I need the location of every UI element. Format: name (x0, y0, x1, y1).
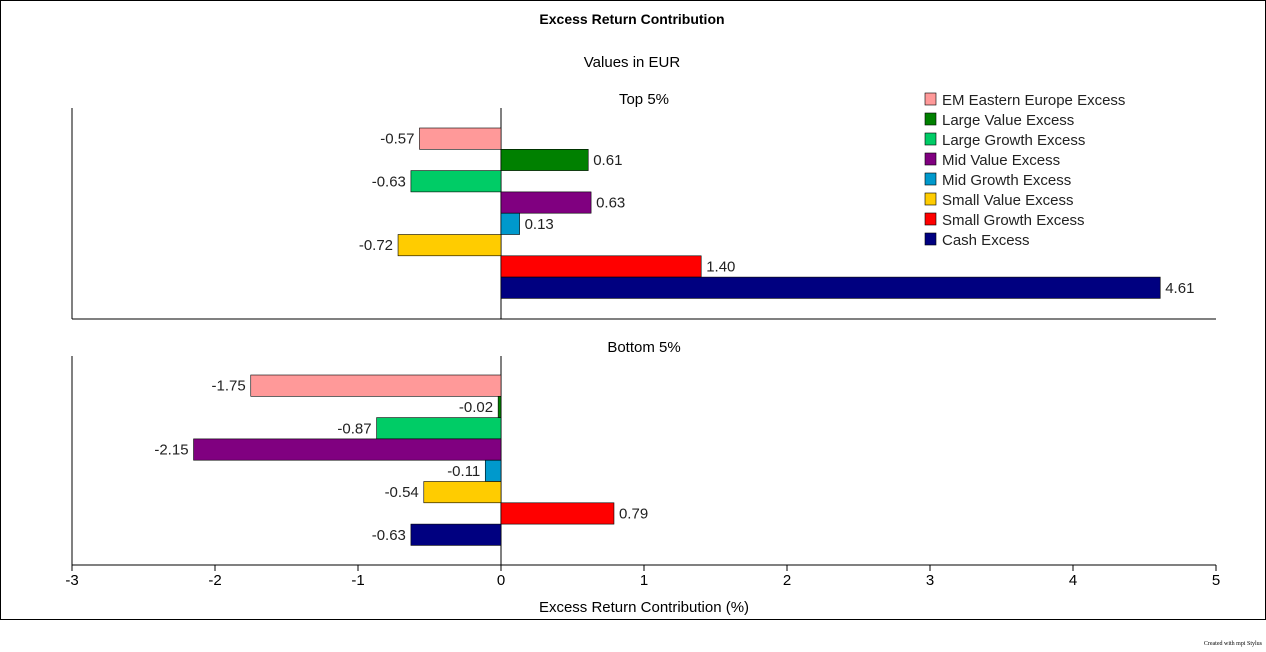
data-label: 1.40 (706, 258, 735, 275)
bar (376, 417, 502, 440)
bar (410, 170, 502, 193)
bar (500, 191, 592, 214)
x-axis-label: Excess Return Contribution (%) (539, 599, 749, 616)
x-tick-label: 2 (783, 572, 791, 589)
footer-credit: Created with mpi Stylus (1203, 641, 1262, 647)
panel-title: Bottom 5% (607, 339, 680, 356)
legend-entry: EM Eastern Europe Excess (942, 92, 1125, 109)
x-tick-label: 1 (640, 572, 648, 589)
data-label: 0.79 (619, 505, 648, 522)
legend-entry: Mid Growth Excess (942, 172, 1071, 189)
data-label: -0.63 (372, 173, 406, 190)
bar (500, 149, 589, 171)
bar (250, 374, 502, 397)
data-label: -0.57 (380, 131, 414, 148)
x-tick-label: -2 (208, 572, 221, 589)
x-tick-label: 5 (1212, 572, 1220, 589)
bar (193, 438, 502, 461)
legend-entry: Small Growth Excess (942, 212, 1085, 229)
data-label: -1.75 (212, 378, 246, 395)
panel-top: Top 5% -0.57 0.61 -0.63 0.63 0.13 -0.72 1.40 4.6… (71, 91, 1216, 320)
legend: EM Eastern Europe Excess Large Value Exce… (924, 92, 1125, 249)
legend-swatch (924, 152, 937, 166)
bar (423, 481, 502, 504)
legend-entry: Large Value Excess (942, 112, 1074, 129)
legend-swatch (924, 112, 937, 126)
data-label: -0.63 (372, 527, 406, 544)
legend-swatch (924, 192, 937, 206)
data-label: 4.61 (1165, 280, 1194, 297)
chart-panels: Top 5% -0.57 0.61 -0.63 0.63 0.13 -0.72 1.40 4.6… (71, 91, 1216, 566)
chart-title: Excess Return Contribution (539, 11, 724, 27)
legend-swatch (924, 212, 937, 226)
x-tick-label: 0 (497, 572, 505, 589)
x-tick-label: 3 (926, 572, 934, 589)
x-tick-label: -3 (65, 572, 78, 589)
legend-swatch (924, 172, 937, 186)
bar (497, 395, 502, 418)
legend-entry: Large Growth Excess (942, 132, 1085, 149)
x-tick-label: 4 (1069, 572, 1077, 589)
data-label: -0.72 (359, 237, 393, 254)
data-label: 0.13 (525, 216, 554, 233)
legend-entry: Cash Excess (942, 232, 1030, 249)
bar (397, 234, 502, 257)
bar (500, 212, 520, 235)
legend-swatch (924, 92, 937, 106)
data-label: -0.87 (337, 420, 371, 437)
panel-bottom: Bottom 5% -1.75 -0.02 -0.87 -2.15 -0.11 -0.54 0… (71, 339, 1216, 566)
data-label: -0.11 (447, 463, 480, 480)
bar (500, 276, 1161, 299)
bar (500, 502, 615, 525)
bar (419, 127, 502, 150)
legend-swatch (924, 132, 937, 146)
legend-swatch (924, 232, 937, 246)
bar (500, 255, 702, 278)
legend-entry: Small Value Excess (942, 192, 1073, 209)
legend-entry: Mid Value Excess (942, 152, 1060, 169)
data-label: 0.63 (596, 195, 625, 212)
x-axis: -3 -2 -1 0 1 2 3 4 5 (65, 565, 1220, 589)
panel-title: Top 5% (619, 91, 669, 108)
chart-subtitle: Values in EUR (584, 54, 681, 71)
data-label: -0.54 (385, 484, 419, 501)
bar (484, 459, 502, 482)
data-label: -2.15 (154, 442, 188, 459)
bar (410, 523, 502, 546)
data-label: 0.61 (593, 152, 622, 169)
data-label: -0.02 (459, 399, 493, 416)
x-tick-label: -1 (351, 572, 364, 589)
